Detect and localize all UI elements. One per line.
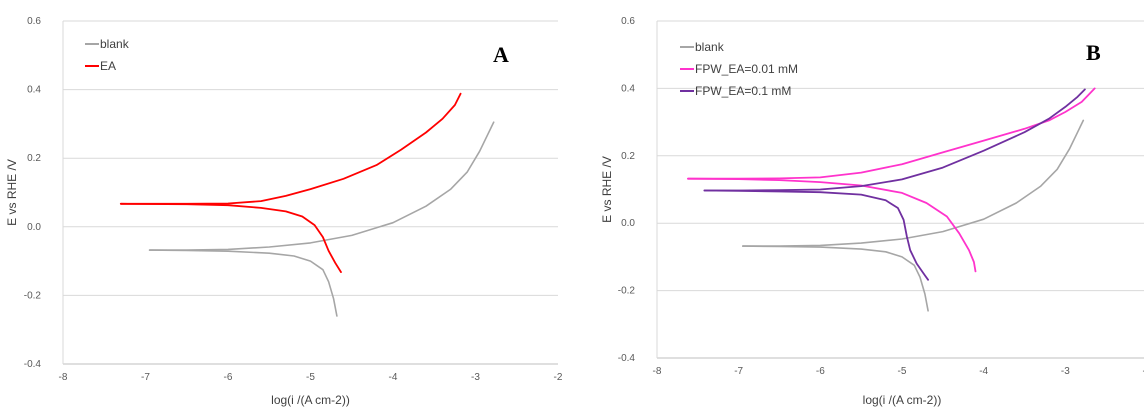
x-tick-label: -3 bbox=[471, 372, 480, 383]
y-tick-label: 0.6 bbox=[621, 16, 635, 27]
x-tick-label: -8 bbox=[59, 372, 68, 383]
y-tick-label: 0.4 bbox=[27, 85, 41, 96]
x-tick-label: -3 bbox=[1061, 366, 1070, 377]
y-tick-label: -0.2 bbox=[24, 290, 42, 301]
legend-label: blank bbox=[695, 40, 725, 54]
chart-panel-a: -0.4 -0.2 0.0 0.2 0.4 0.6 -8 -7 -6 -5 -4 -3 -2 log(i … bbox=[5, 16, 563, 407]
x-tick-label: -7 bbox=[141, 372, 150, 383]
y-tick-label: 0.4 bbox=[621, 83, 635, 94]
y-axis-title: E vs RHE /V bbox=[5, 159, 19, 226]
x-tick-label: -4 bbox=[389, 372, 398, 383]
y-tick-label: -0.2 bbox=[618, 286, 636, 297]
series-line-fpw-1-cathodic bbox=[687, 177, 977, 273]
panel-label: B bbox=[1086, 40, 1101, 65]
y-tick-label: -0.4 bbox=[24, 359, 42, 370]
x-tick-label: -6 bbox=[816, 366, 825, 377]
series-line-blank-anodic bbox=[742, 119, 1085, 247]
x-tick-label: -6 bbox=[224, 372, 233, 383]
legend-label: EA bbox=[100, 59, 116, 73]
x-tick-label: -4 bbox=[979, 366, 988, 377]
x-tick-label: -5 bbox=[898, 366, 907, 377]
series-line-fpw-1-anodic bbox=[687, 87, 1096, 180]
y-tick-label: 0.0 bbox=[621, 218, 635, 229]
series-line-fpw-2-anodic bbox=[703, 88, 1086, 192]
x-tick-label: -5 bbox=[306, 372, 315, 383]
x-axis-title: log(i /(A cm-2)) bbox=[863, 393, 942, 407]
y-tick-label: 0.2 bbox=[27, 153, 41, 164]
legend-label: FPW_EA=0.01 mM bbox=[695, 62, 798, 76]
series-line-ea-cathodic bbox=[119, 202, 342, 273]
panel-label: A bbox=[493, 42, 509, 67]
x-tick-label: -7 bbox=[734, 366, 743, 377]
series-line-blank-cathodic bbox=[742, 245, 929, 312]
x-tick-label: -8 bbox=[653, 366, 662, 377]
x-tick-label: -2 bbox=[554, 372, 563, 383]
y-tick-label: 0.2 bbox=[621, 151, 635, 162]
series-line-ea-anodic bbox=[119, 92, 462, 205]
chart-panel-b: -0.4 -0.2 0.0 0.2 0.4 0.6 -8 -7 -6 -5 -4 -3 -2 log(i … bbox=[600, 16, 1144, 407]
x-tick-label: -2 bbox=[1143, 366, 1144, 377]
y-axis-title: E vs RHE /V bbox=[600, 156, 614, 223]
y-tick-label: 0.6 bbox=[27, 16, 41, 27]
legend-label: blank bbox=[100, 37, 130, 51]
series-line-blank-anodic bbox=[148, 121, 495, 251]
y-tick-label: -0.4 bbox=[618, 353, 636, 364]
y-tick-label: 0.0 bbox=[27, 222, 41, 233]
series-line-blank-cathodic bbox=[148, 249, 338, 317]
legend-label: FPW_EA=0.1 mM bbox=[695, 84, 791, 98]
x-axis-title: log(i /(A cm-2)) bbox=[271, 393, 350, 407]
series-line-fpw-2-cathodic bbox=[703, 189, 929, 281]
